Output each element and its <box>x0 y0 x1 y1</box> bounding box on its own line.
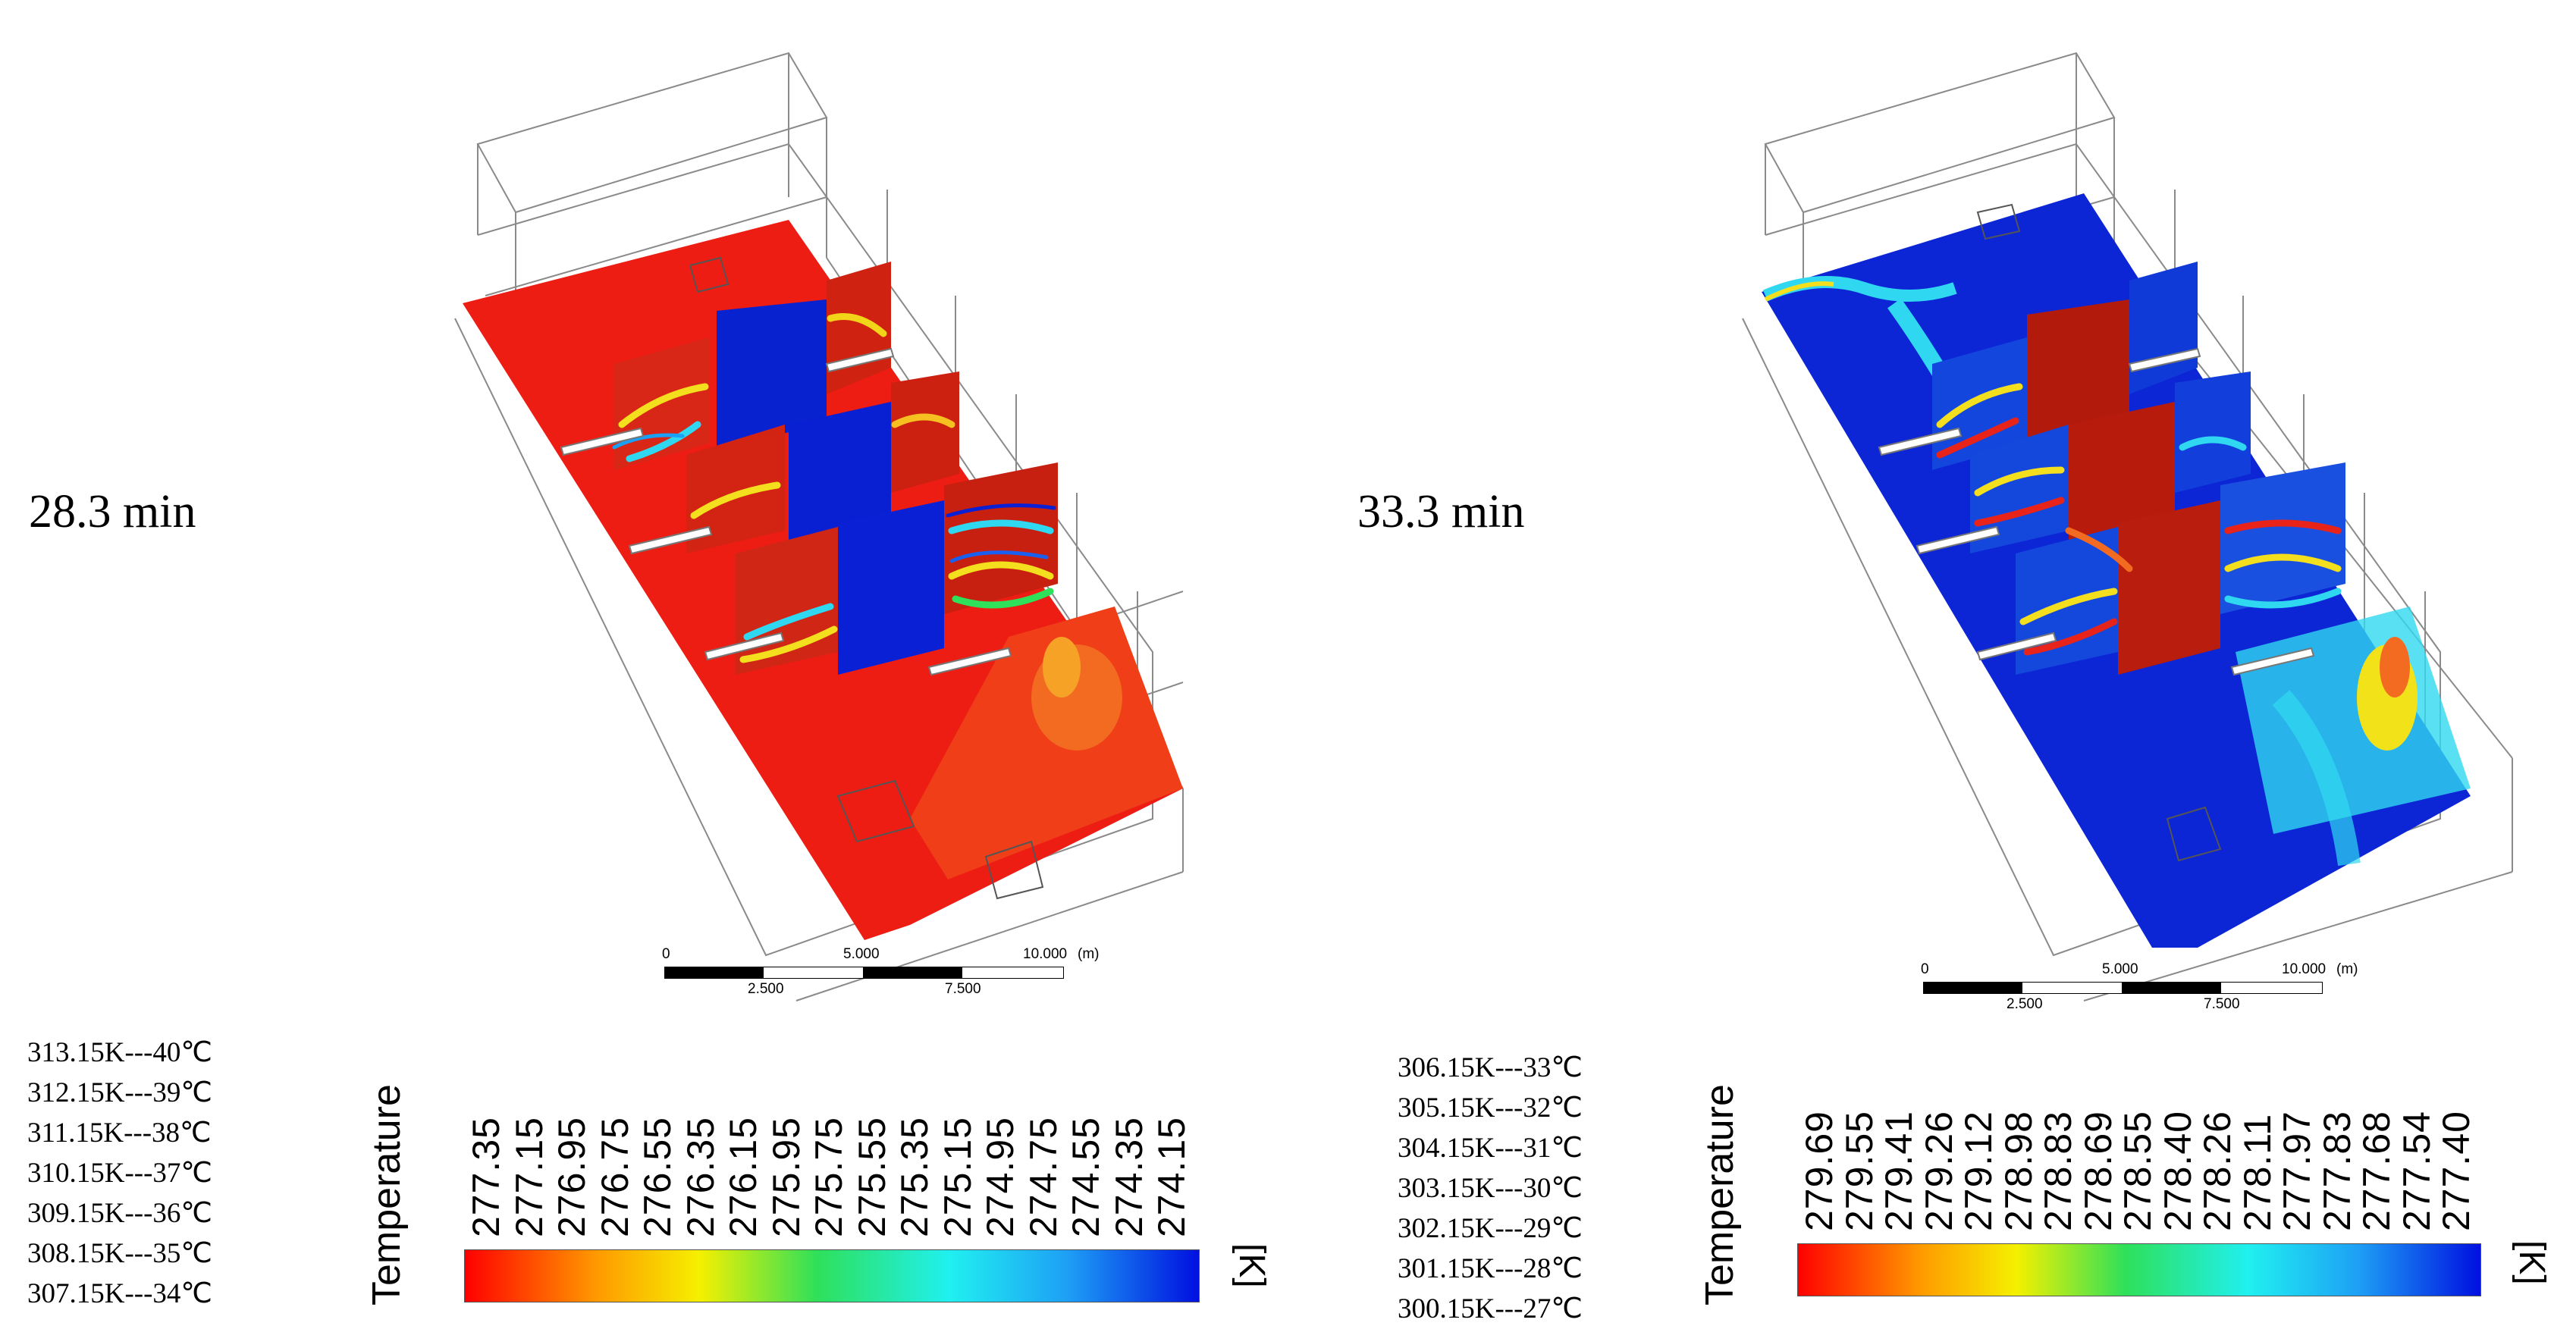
legend-tick-label: 275.15 <box>936 1117 979 1237</box>
legend-tick-label: 279.41 <box>1878 1111 1920 1231</box>
legend-tick-label: 275.75 <box>808 1117 850 1237</box>
legend-tick-label: 274.55 <box>1065 1117 1107 1237</box>
legend-tick-label: 278.98 <box>1997 1111 2040 1231</box>
legend-tick-label: 276.15 <box>722 1117 764 1237</box>
legend-tick-label: 274.75 <box>1021 1117 1065 1237</box>
legend-tick-label: 275.55 <box>850 1117 893 1237</box>
time-label: 28.3 min <box>29 486 196 538</box>
legend-tick-label: 278.69 <box>2076 1111 2119 1231</box>
legend-tick-label: 279.26 <box>1917 1111 1960 1231</box>
legend-tick-label: 277.54 <box>2395 1111 2438 1231</box>
legend-tick-label: 278.26 <box>2196 1111 2239 1231</box>
legend-tick-label: 275.35 <box>893 1117 936 1237</box>
legend-tick-label: 278.11 <box>2236 1113 2279 1231</box>
building-wireframe <box>1742 52 2513 1001</box>
legend-tick-label: 274.35 <box>1107 1117 1150 1237</box>
legend-tick-label: 276.35 <box>679 1117 722 1237</box>
temperature-model-view <box>1742 52 2513 1001</box>
legend-tick-label: 274.95 <box>979 1117 1021 1237</box>
legend-tick-label: 276.75 <box>593 1117 636 1237</box>
temperature-model-view <box>454 52 1184 1001</box>
legend-tick-label: 279.55 <box>1837 1111 1881 1231</box>
legend-color-bar <box>464 1249 1200 1302</box>
kelvin-celsius-list: 306.15K---33℃ 305.15K---32℃ 304.15K---31… <box>1398 1052 1583 1324</box>
legend-tick-label: 278.40 <box>2156 1111 2199 1231</box>
kelvin-celsius-list: 313.15K---40℃ 312.15K---39℃ 311.15K---38… <box>27 1037 212 1309</box>
legend-color-bar <box>1797 1243 2481 1296</box>
scale-bar: 0 5.000 10.000 (m) 2.500 7.500 <box>1921 961 2358 1012</box>
legend-tick-label: 279.12 <box>1957 1111 2000 1231</box>
legend-tick-label: 277.97 <box>2276 1111 2318 1231</box>
legend-tick-label: 275.95 <box>764 1117 808 1237</box>
legend-tick-label: 276.55 <box>636 1117 679 1237</box>
legend-tick-label: 277.83 <box>2315 1111 2358 1231</box>
panel-33-min: 33.3 min <box>1288 0 2575 1329</box>
legend-tick-label: 277.40 <box>2435 1111 2477 1231</box>
scale-bar: 0 5.000 10.000 (m) 2.500 7.500 <box>662 946 1100 997</box>
legend-tick-label: 274.15 <box>1150 1117 1193 1237</box>
legend-tick-label: 277.15 <box>507 1117 551 1237</box>
time-label: 33.3 min <box>1357 486 1525 538</box>
legend-tick-label: 276.95 <box>551 1117 593 1237</box>
legend-tick-label: 278.83 <box>2037 1111 2079 1231</box>
legend-tick-label: 277.68 <box>2355 1111 2398 1231</box>
legend-tick-label: 277.35 <box>465 1117 507 1237</box>
legend-tick-label: 278.55 <box>2116 1111 2159 1231</box>
panel-28-min: 28.3 min <box>27 52 1272 1309</box>
legend-tick-label: 279.69 <box>1798 1111 1840 1231</box>
